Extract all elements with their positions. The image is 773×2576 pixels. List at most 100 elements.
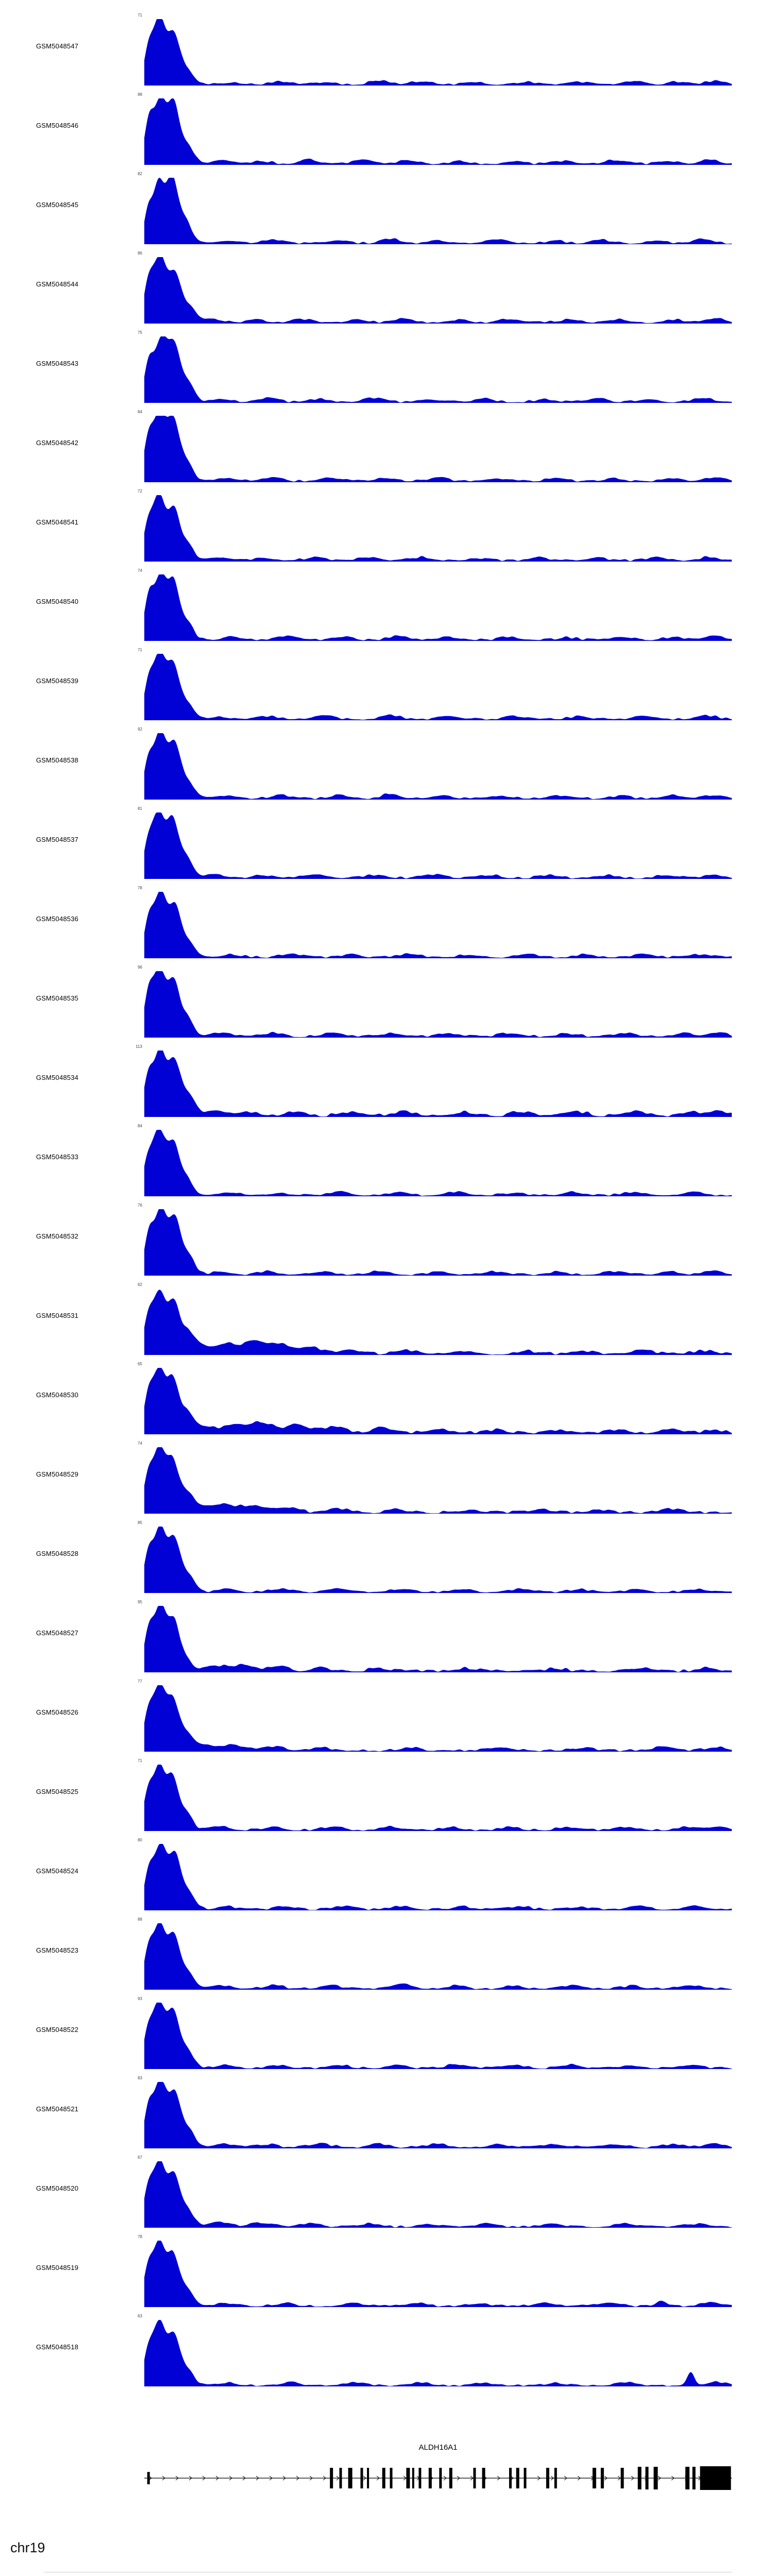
- coverage-signal: [144, 98, 732, 165]
- strand-arrow-icon: [470, 2476, 474, 2481]
- coverage-signal: [144, 892, 732, 958]
- coverage-signal: [144, 2241, 732, 2307]
- coverage-track-row: GSM5048532 76: [0, 1200, 773, 1280]
- coverage-track-row: GSM5048539 71: [0, 645, 773, 724]
- strand-arrow-icon: [577, 2476, 581, 2481]
- exon-box: [428, 2468, 432, 2488]
- track-label: GSM5048545: [36, 201, 79, 209]
- coverage-track-row: GSM5048518 63: [0, 2311, 773, 2391]
- track-label: GSM5048521: [36, 2105, 79, 2113]
- exon-box: [412, 2468, 414, 2488]
- exon-box: [524, 2468, 527, 2488]
- coverage-area: [144, 1368, 732, 1434]
- exon-box: [637, 2467, 642, 2489]
- exon-box: [592, 2468, 596, 2488]
- track-label: GSM5048541: [36, 518, 79, 526]
- track-scale-max: 92: [138, 727, 142, 732]
- track-scale-max: 93: [138, 1996, 142, 2001]
- coverage-track-row: GSM5048529 74: [0, 1438, 773, 1518]
- exon-box: [367, 2468, 369, 2488]
- exon-box: [482, 2468, 485, 2488]
- coverage-signal: [144, 19, 732, 86]
- strand-arrow-icon: [604, 2476, 608, 2481]
- track-label: GSM5048518: [36, 2343, 79, 2351]
- coverage-area: [144, 2241, 732, 2307]
- track-scale-max: 63: [138, 2314, 142, 2318]
- track-scale-max: 113: [136, 1044, 142, 1049]
- coverage-area: [144, 1527, 732, 1593]
- coverage-area: [144, 1447, 732, 1514]
- track-label: GSM5048542: [36, 439, 79, 447]
- exon-box: [382, 2468, 385, 2488]
- track-label: GSM5048527: [36, 1629, 79, 1637]
- coverage-area: [144, 1050, 732, 1117]
- strand-arrow-icon: [658, 2476, 661, 2481]
- exon-box: [339, 2468, 342, 2488]
- exon-box: [439, 2468, 442, 2488]
- track-scale-max: 72: [138, 489, 142, 494]
- track-label: GSM5048524: [36, 1867, 79, 1875]
- strand-arrow-icon: [631, 2476, 634, 2481]
- track-label: GSM5048520: [36, 2184, 79, 2192]
- coverage-area: [144, 1606, 732, 1672]
- strand-arrow-icon: [269, 2476, 273, 2481]
- strand-arrow-icon: [215, 2476, 219, 2481]
- track-scale-max: 86: [138, 251, 142, 256]
- track-scale-max: 74: [138, 568, 142, 573]
- coverage-track-row: GSM5048537 81: [0, 804, 773, 883]
- coverage-signal: [144, 1685, 732, 1752]
- exon-box: [473, 2468, 476, 2488]
- coverage-signal: [144, 1290, 732, 1355]
- coverage-track-row: GSM5048530 65: [0, 1359, 773, 1438]
- coverage-area: [144, 257, 732, 324]
- strand-arrow-icon: [363, 2476, 366, 2481]
- track-label: GSM5048544: [36, 280, 79, 288]
- coverage-area: [144, 1923, 732, 1990]
- coverage-signal: [144, 574, 732, 641]
- track-scale-max: 62: [138, 1282, 142, 1287]
- coverage-track-row: GSM5048527 95: [0, 1597, 773, 1676]
- coverage-area: [144, 574, 732, 641]
- track-scale-max: 71: [138, 1758, 142, 1763]
- track-scale-max: 83: [138, 2076, 142, 2080]
- coverage-area: [144, 1685, 732, 1752]
- strand-arrow-icon: [256, 2476, 259, 2481]
- exon-box: [645, 2467, 649, 2489]
- coverage-area: [144, 1844, 732, 1910]
- track-label: GSM5048525: [36, 1788, 79, 1795]
- coverage-track-row: GSM5048534 113: [0, 1042, 773, 1121]
- exon-box: [406, 2468, 410, 2488]
- strand-arrow-icon: [403, 2476, 407, 2481]
- coverage-track-row: GSM5048523 88: [0, 1914, 773, 1994]
- coverage-track-row: GSM5048547 71: [0, 10, 773, 90]
- track-scale-max: 96: [138, 965, 142, 970]
- coverage-signal: [144, 178, 732, 244]
- coverage-signal: [144, 1844, 732, 1910]
- coverage-area: [144, 1130, 732, 1196]
- track-label: GSM5048537: [36, 836, 79, 843]
- strand-arrow-icon: [162, 2476, 165, 2481]
- coverage-track-row: GSM5048533 84: [0, 1121, 773, 1200]
- coverage-area: [144, 416, 732, 482]
- coverage-track-row: GSM5048524 80: [0, 1835, 773, 1914]
- coverage-area: [144, 971, 732, 1038]
- strand-arrow-icon: [550, 2476, 554, 2481]
- coverage-signal: [144, 495, 732, 562]
- track-label: GSM5048522: [36, 2026, 79, 2033]
- coverage-signal: [144, 971, 732, 1038]
- coverage-signal: [144, 336, 732, 403]
- track-label: GSM5048531: [36, 1312, 79, 1319]
- track-scale-max: 85: [138, 1520, 142, 1525]
- coverage-signal: [144, 2082, 732, 2148]
- track-label: GSM5048546: [36, 122, 79, 129]
- strand-arrow-icon: [497, 2476, 500, 2481]
- coverage-area: [144, 495, 732, 562]
- coverage-signal: [144, 2161, 732, 2228]
- coverage-area: [144, 19, 732, 86]
- strand-arrow-icon: [443, 2476, 447, 2481]
- strand-arrow-icon: [202, 2476, 206, 2481]
- strand-arrow-icon: [296, 2476, 299, 2481]
- track-scale-max: 81: [138, 806, 142, 811]
- coverage-area: [144, 2320, 732, 2386]
